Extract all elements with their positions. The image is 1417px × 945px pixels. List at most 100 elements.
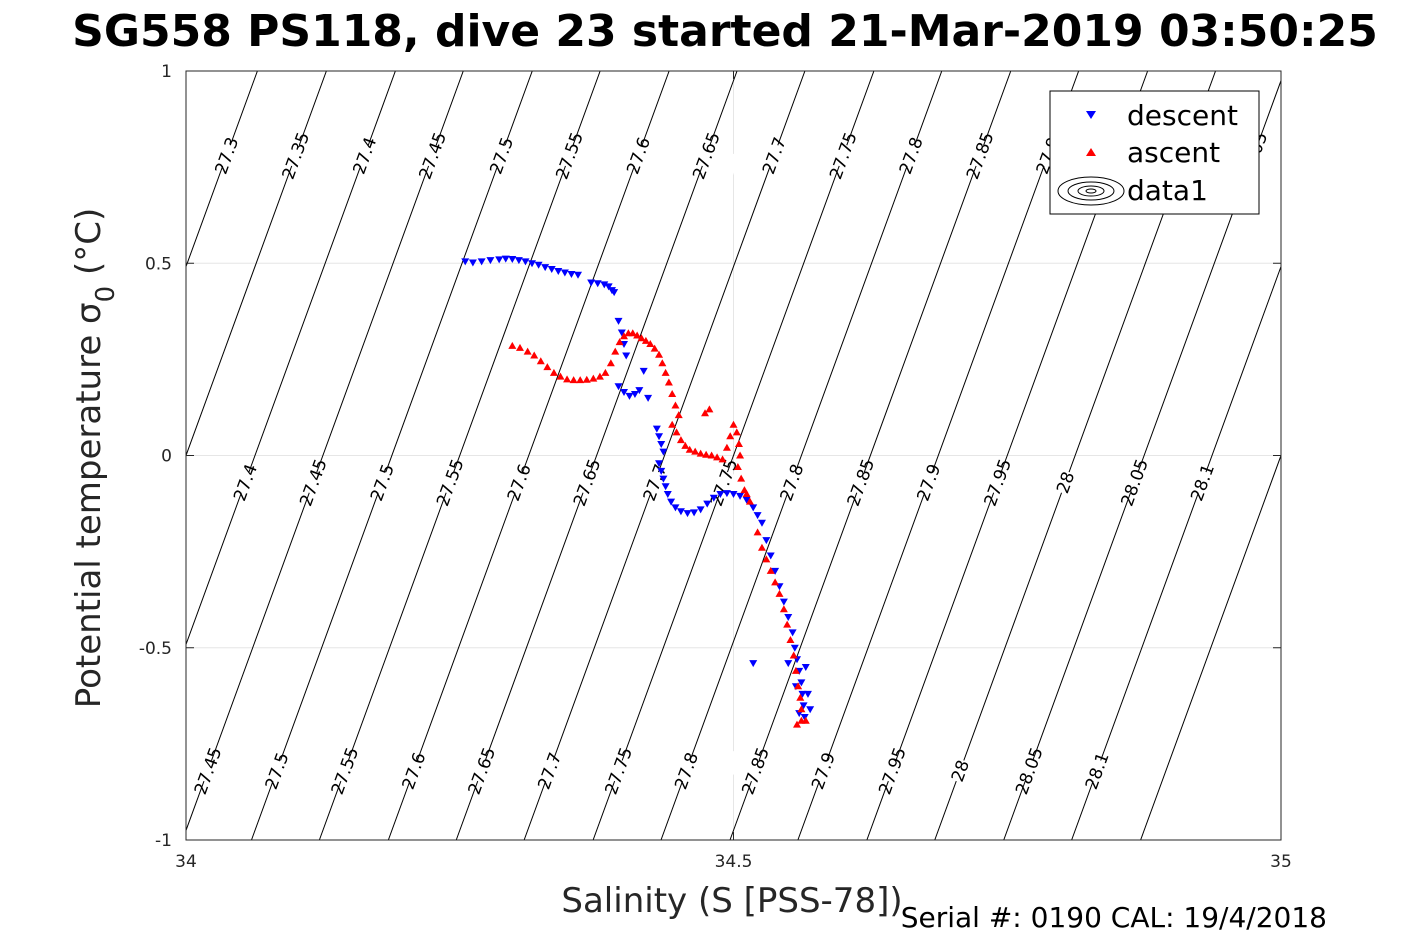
isopycnal-line <box>455 71 738 840</box>
descent-point <box>528 260 537 268</box>
isopycnal-line <box>387 71 670 840</box>
ascent-point <box>775 589 784 597</box>
descent-point <box>620 389 628 397</box>
data-points <box>461 255 815 728</box>
contour-label-bg <box>416 461 484 504</box>
ascent-point <box>736 451 745 459</box>
ascent-point <box>783 620 792 628</box>
ascent-point <box>762 555 771 563</box>
descent-point <box>667 498 676 506</box>
descent-point <box>657 467 666 475</box>
y-axis-label-sub: 0 <box>91 286 121 303</box>
serial-calibration-text: Serial #: 0190 CAL: 19/4/2018 <box>901 901 1327 934</box>
ascent-point <box>766 566 775 574</box>
isopycnal-line <box>660 71 943 840</box>
density-contours <box>186 71 1281 840</box>
ascent-point <box>732 428 741 436</box>
contour-label-bg <box>1031 461 1100 504</box>
contour-label-bg <box>672 134 740 177</box>
legend-descent-label: descent <box>1127 99 1238 132</box>
ascent-point <box>729 420 738 428</box>
ascent-point <box>757 543 766 551</box>
descent-point <box>604 283 613 291</box>
ascent-point <box>655 350 664 358</box>
contour-label-bg <box>877 134 945 177</box>
descent-point <box>614 383 623 391</box>
descent-point <box>779 598 788 606</box>
contour-label-bg <box>348 461 416 504</box>
contour-label-bg <box>789 749 857 793</box>
y-tick-label: 1 <box>161 62 172 82</box>
descent-point <box>690 509 699 517</box>
descent-point <box>501 255 510 263</box>
ascent-point <box>672 428 681 436</box>
ascent-point <box>658 359 667 367</box>
contour-label-bg <box>721 749 790 793</box>
descent-point <box>753 512 762 520</box>
legend: descent ascent data1 <box>1049 90 1260 215</box>
ascent-point <box>702 450 711 458</box>
descent-point <box>655 433 664 441</box>
descent-point <box>534 261 543 269</box>
descent-point <box>514 257 523 265</box>
contour-label-bg <box>173 749 242 793</box>
ascent-point <box>722 443 731 451</box>
descent-point <box>790 644 799 652</box>
ascent-point <box>685 445 694 453</box>
ascent-point <box>595 372 604 380</box>
ascent-point <box>791 666 800 674</box>
ascent-point <box>668 420 677 428</box>
descent-point <box>749 504 758 512</box>
legend-contour-marker <box>1057 176 1125 206</box>
ascent-point <box>691 447 700 455</box>
contour-label-bg <box>620 461 689 504</box>
descent-point <box>622 352 631 360</box>
descent-point <box>587 279 596 287</box>
ascent-point <box>508 341 517 349</box>
ascent-point <box>556 372 565 380</box>
ascent-point <box>633 331 642 339</box>
descent-point <box>567 271 576 279</box>
contour-label-bg <box>995 749 1063 793</box>
contour-label-bg <box>963 461 1032 504</box>
ascent-point <box>543 363 552 371</box>
contour-label-bg <box>757 461 826 504</box>
ascent-point <box>779 605 788 613</box>
isopycnal-line <box>797 71 1080 840</box>
isopycnal-line <box>186 71 258 269</box>
descent-point <box>716 490 725 498</box>
contour-label-bg <box>242 749 311 793</box>
descent-point <box>803 690 812 698</box>
contour-label-bg <box>261 134 330 177</box>
y-tick-label: -1 <box>155 831 172 851</box>
descent-point <box>547 266 556 274</box>
ascent-point <box>701 409 710 417</box>
y-axis-label-unit: (°C) <box>69 208 109 286</box>
isopycnal-line <box>592 71 875 840</box>
ascent-point <box>530 351 539 359</box>
contour-label-bg <box>926 749 994 793</box>
descent-point <box>729 490 738 498</box>
contour-label-bg <box>584 749 653 793</box>
ascent-point <box>620 332 628 340</box>
isopycnal-line <box>1071 265 1281 840</box>
contour-label-bg <box>310 749 379 793</box>
ascent-point <box>681 441 690 449</box>
descent-point <box>639 367 648 375</box>
descent-point <box>574 271 583 279</box>
ascent-point <box>713 453 722 461</box>
descent-point <box>806 706 815 714</box>
ascent-point <box>674 411 683 419</box>
descent-point <box>593 280 602 288</box>
descent-point <box>477 258 486 266</box>
contour-label-bg <box>1063 749 1131 793</box>
descent-point <box>461 258 470 266</box>
isopycnal-line <box>1140 454 1281 840</box>
contour-label-bg <box>211 461 279 504</box>
descent-point <box>630 390 639 398</box>
descent-point <box>771 567 780 575</box>
ascent-point <box>671 401 680 409</box>
descent-point <box>663 490 672 498</box>
ascent-point <box>576 376 585 384</box>
contour-label-bg <box>467 134 536 177</box>
